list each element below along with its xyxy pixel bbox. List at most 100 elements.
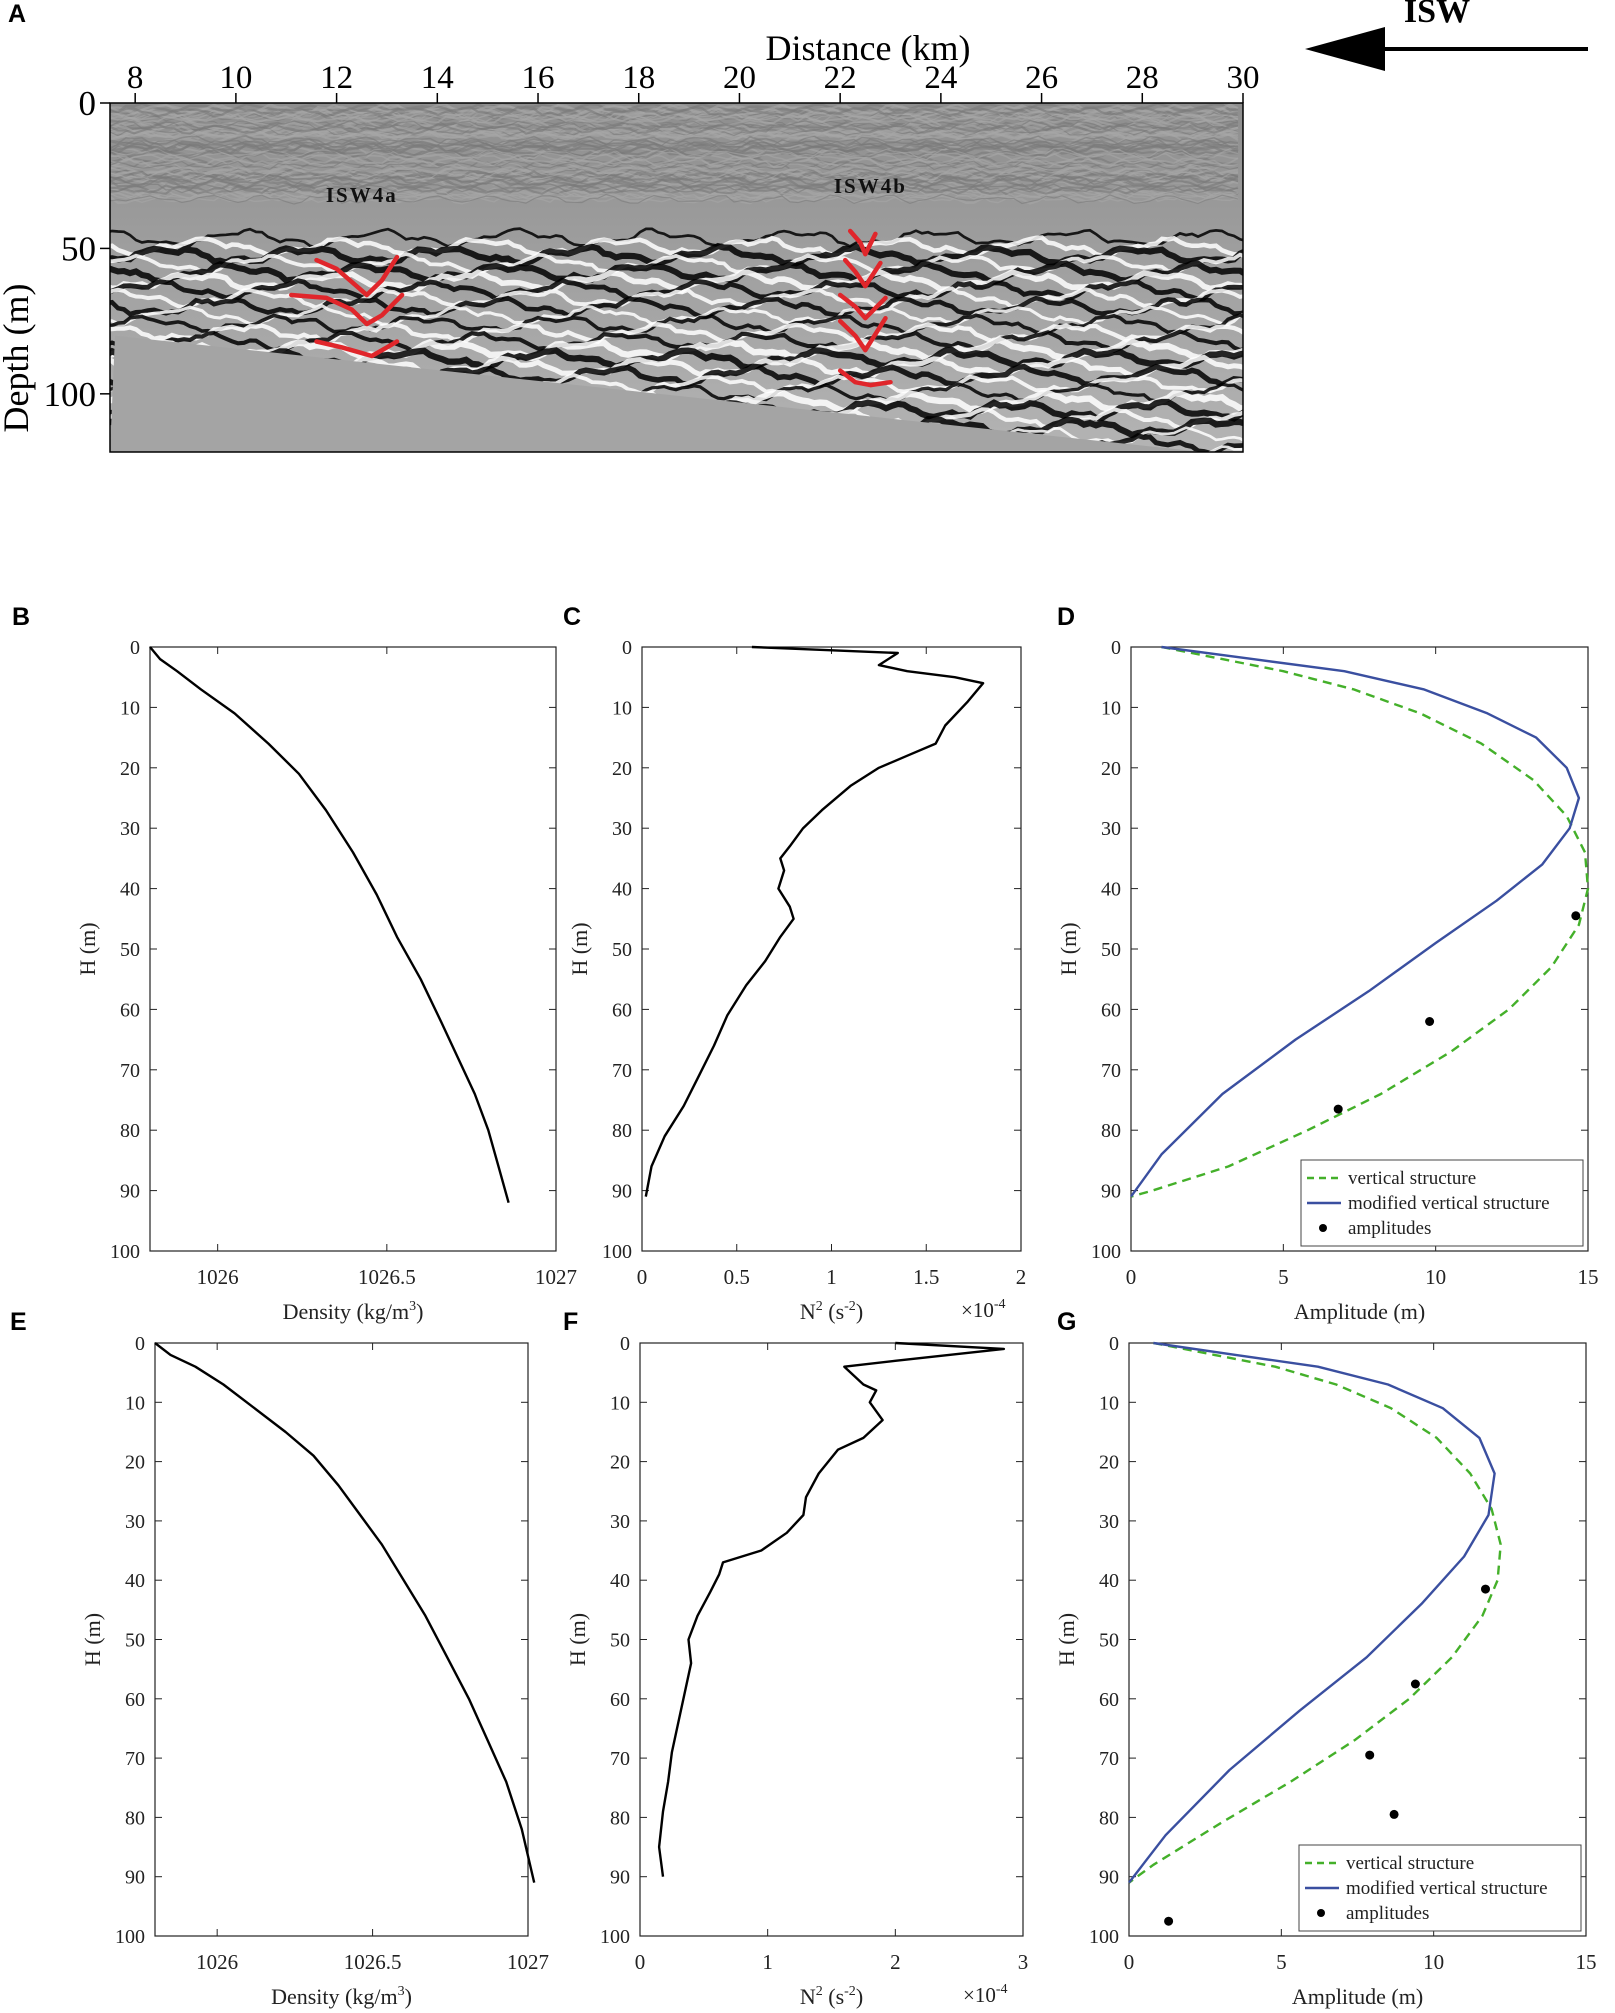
y-tick-label: 50 (61, 229, 96, 268)
y-tick-label: 70 (612, 1060, 632, 1082)
y-tick-label: 0 (620, 1333, 630, 1355)
y-axis-label: H (m) (75, 922, 100, 975)
y-tick-label: 70 (1101, 1060, 1121, 1082)
y-tick-label: 80 (125, 1807, 145, 1829)
water-noise (110, 105, 1239, 118)
reflector (110, 260, 1243, 285)
axes-frame (639, 1342, 1024, 1937)
y-tick-label: 50 (610, 1630, 630, 1652)
y-axis-label: H (m) (1056, 922, 1081, 975)
x-tick-label: 26 (1025, 60, 1058, 96)
x-multiplier-base: ×10 (961, 1298, 994, 1322)
y-tick-label: 0 (1111, 637, 1121, 659)
y-tick-label: 30 (610, 1511, 630, 1533)
x-axis-label: Amplitude (m) (1292, 1984, 1423, 2009)
x-axis-label-part: N (800, 1984, 816, 2009)
x-axis-label: Amplitude (m) (1294, 1299, 1425, 1324)
traced-reflector-ISW4b (842, 257, 883, 289)
y-tick-label: 100 (1089, 1926, 1119, 1948)
x-tick-label: 0 (1124, 1950, 1135, 1974)
y-tick-label: 30 (612, 818, 632, 840)
x-tick-label: 28 (1126, 60, 1159, 96)
y-tick-label: 30 (1099, 1511, 1119, 1533)
x-axis-label-part: (s (823, 1299, 844, 1324)
water-noise (110, 123, 1239, 136)
legend-label: amplitudes (1348, 1218, 1431, 1239)
series-line (657, 1341, 1006, 1877)
legend-label: modified vertical structure (1348, 1193, 1550, 1214)
x-axis-label-part: N (800, 1299, 816, 1324)
y-tick-label: 100 (1091, 1241, 1121, 1263)
y-tick-label: 90 (610, 1867, 630, 1889)
y-tick-label: 20 (610, 1452, 630, 1474)
x-tick-label: 24 (924, 60, 957, 96)
legend-box (1300, 1159, 1584, 1247)
y-tick-label: 0 (79, 84, 97, 123)
y-tick-label: 70 (1099, 1748, 1119, 1770)
water-noise (110, 110, 1239, 122)
y-tick-label: 90 (120, 1181, 140, 1203)
y-axis-label: H (m) (567, 922, 592, 975)
x-axis-label-part: 2 (816, 1984, 823, 1999)
x-axis-label-part: ) (856, 1299, 863, 1324)
y-tick-label: 80 (120, 1120, 140, 1142)
panel-B: 0 10 20 30 40 50 60 70 80 90 100 1026 1026.5 1027 H (m… (75, 637, 577, 1324)
series-line (1130, 645, 1581, 1198)
panel-label: C (563, 603, 581, 631)
axes-frame (109, 102, 1244, 453)
y-tick-label: 0 (622, 637, 632, 659)
y-tick-label: 10 (610, 1392, 630, 1414)
x-tick-label: 10 (1425, 1265, 1446, 1289)
axes-frame (154, 1342, 529, 1937)
legend-label: modified vertical structure (1346, 1878, 1548, 1899)
panel-label: D (1057, 603, 1075, 631)
seafloor-mask (110, 335, 1243, 452)
traced-reflector-ISW4b (847, 228, 878, 257)
x-axis-label: Density (kg/m3) (283, 1299, 424, 1324)
water-noise (110, 193, 1239, 205)
x-tick-label: 1027 (535, 1265, 577, 1289)
panel-label: A (8, 0, 26, 28)
x-axis-label-part: ) (416, 1299, 423, 1324)
y-tick-label: 50 (1099, 1630, 1119, 1652)
data-point (1571, 911, 1581, 921)
y-tick-label: 100 (115, 1926, 145, 1948)
water-noise (110, 170, 1239, 181)
y-tick-label: 10 (1101, 697, 1121, 719)
traced-reflector-ISW4b (837, 292, 888, 321)
x-multiplier-exp: -4 (994, 1297, 1006, 1312)
y-tick-label: 80 (612, 1120, 632, 1142)
x-tick-label: 16 (522, 60, 555, 96)
panel-label: B (12, 603, 30, 631)
x-tick-label: 1.5 (913, 1265, 939, 1289)
y-tick-label: 30 (120, 818, 140, 840)
x-tick-label: 12 (320, 60, 353, 96)
seismic-section (100, 103, 1252, 480)
x-tick-label: 5 (1278, 1265, 1289, 1289)
direction-arrow-head (1305, 27, 1385, 71)
y-tick-label: 60 (125, 1689, 145, 1711)
y-axis-label: H (m) (565, 1613, 590, 1666)
data-point (1425, 1017, 1435, 1026)
y-tick-label: 90 (612, 1181, 632, 1203)
water-noise (110, 139, 1239, 151)
legend-marker (1317, 1909, 1325, 1917)
panel-label: E (10, 1308, 27, 1336)
reflector (100, 461, 1252, 480)
y-tick-label: 40 (1101, 879, 1121, 901)
series-line (149, 646, 510, 1204)
y-tick-label: 50 (120, 939, 140, 961)
y-tick-label: 100 (600, 1926, 630, 1948)
series-line (154, 1342, 536, 1883)
x-multiplier-exp: -4 (996, 1982, 1008, 1997)
water-noise (110, 172, 1239, 184)
y-tick-label: 20 (1101, 758, 1121, 780)
y-tick-label: 80 (1101, 1120, 1121, 1142)
y-tick-label: 40 (610, 1570, 630, 1592)
x-axis-label-part: -2 (844, 1299, 856, 1314)
water-noise (110, 119, 1239, 131)
y-tick-label: 50 (612, 939, 632, 961)
x-tick-label: 20 (723, 60, 756, 96)
water-noise (110, 157, 1239, 169)
